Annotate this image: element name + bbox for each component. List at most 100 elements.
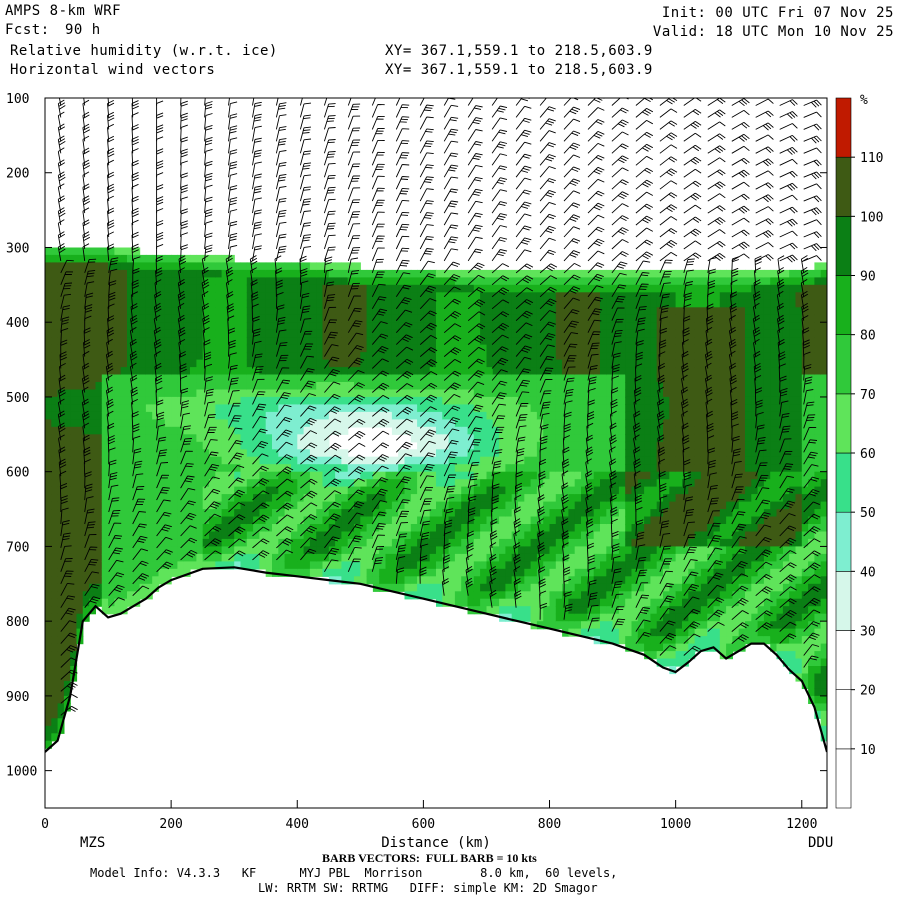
rh-cell [511,404,519,413]
rh-cell [341,419,349,428]
rh-cell [63,247,71,256]
forecast-hour: 90 h [65,22,101,38]
rh-cell [284,411,292,420]
rh-cell [139,419,147,428]
rh-cell [385,404,393,413]
rh-cell [581,374,588,383]
rh-cell [505,486,513,495]
rh-cell [442,441,450,450]
rh-cell [625,606,633,615]
rh-cell [549,449,557,458]
rh-cell [543,509,551,518]
rh-cell [291,546,298,555]
rh-cell [675,568,683,577]
rh-cell [139,561,147,570]
rh-cell [164,322,172,331]
rh-cell [486,404,494,413]
rh-cell [518,292,525,301]
rh-cell [215,314,223,323]
rh-cell [164,516,172,525]
rh-cell [284,322,292,331]
rh-cell [196,524,204,533]
rh-cell [694,479,702,488]
rh-cell [454,456,462,465]
rh-cell [309,456,317,465]
rh-cell [499,583,506,592]
rh-cell [322,441,330,450]
rh-cell [631,643,639,652]
rh-cell [555,621,563,630]
rh-cell [543,337,551,346]
rh-cell [234,516,242,525]
rh-cell [694,628,702,637]
rh-cell [360,509,368,518]
rh-cell [549,307,557,316]
rh-cell [366,359,374,368]
rh-cell [480,374,487,383]
rh-cell [448,299,456,308]
rh-cell [246,509,254,518]
rh-cell [536,621,544,630]
rh-cell [227,516,235,525]
rh-cell [410,486,418,495]
rh-cell [51,374,59,383]
rh-cell [379,344,387,353]
rh-cell [265,538,273,547]
rh-cell [63,269,71,278]
rh-cell [234,419,242,428]
rh-cell [158,404,166,413]
rh-cell [663,441,670,450]
rh-cell [618,553,626,562]
rh-cell [555,509,563,518]
rh-cell [480,337,487,346]
rh-cell [473,568,481,577]
rh-cell [335,269,342,278]
rh-cell [114,591,122,600]
rh-cell [202,516,210,525]
rh-cell [442,292,450,301]
rh-cell [139,337,147,346]
rh-cell [511,568,519,577]
rh-cell [284,367,292,376]
rh-cell [410,456,418,465]
rh-cell [492,292,500,301]
rh-cell [454,329,462,338]
rh-cell [398,546,406,555]
rh-cell [215,441,223,450]
rh-cell [114,382,122,391]
rh-cell [499,471,506,480]
rh-cell [95,411,103,420]
rh-cell [196,404,204,413]
rh-cell [63,449,71,458]
rh-cell [480,598,487,607]
rh-cell [562,299,569,308]
rh-cell [543,538,551,547]
rh-cell [171,516,178,525]
rh-cell [202,509,210,518]
rh-cell [234,494,242,503]
rh-cell [82,329,90,338]
rh-cell [480,471,487,480]
rh-cell [461,419,469,428]
rh-cell [612,411,620,420]
rh-cell [341,516,349,525]
rh-cell [45,695,52,704]
rh-cell [675,486,683,495]
rh-cell [328,344,336,353]
rh-cell [108,479,115,488]
rh-cell [625,509,633,518]
rh-cell [555,516,563,525]
rh-cell [76,546,84,555]
rh-cell [366,561,374,570]
rh-cell [467,307,475,316]
rh-cell [524,337,532,346]
rh-cell [448,531,456,540]
rh-cell [366,531,374,540]
rh-cell [606,456,614,465]
rh-cell [360,494,368,503]
rh-cell [625,628,633,637]
rh-cell [240,292,248,301]
rh-cell [454,337,462,346]
rh-cell [499,494,506,503]
rh-cell [145,456,153,465]
